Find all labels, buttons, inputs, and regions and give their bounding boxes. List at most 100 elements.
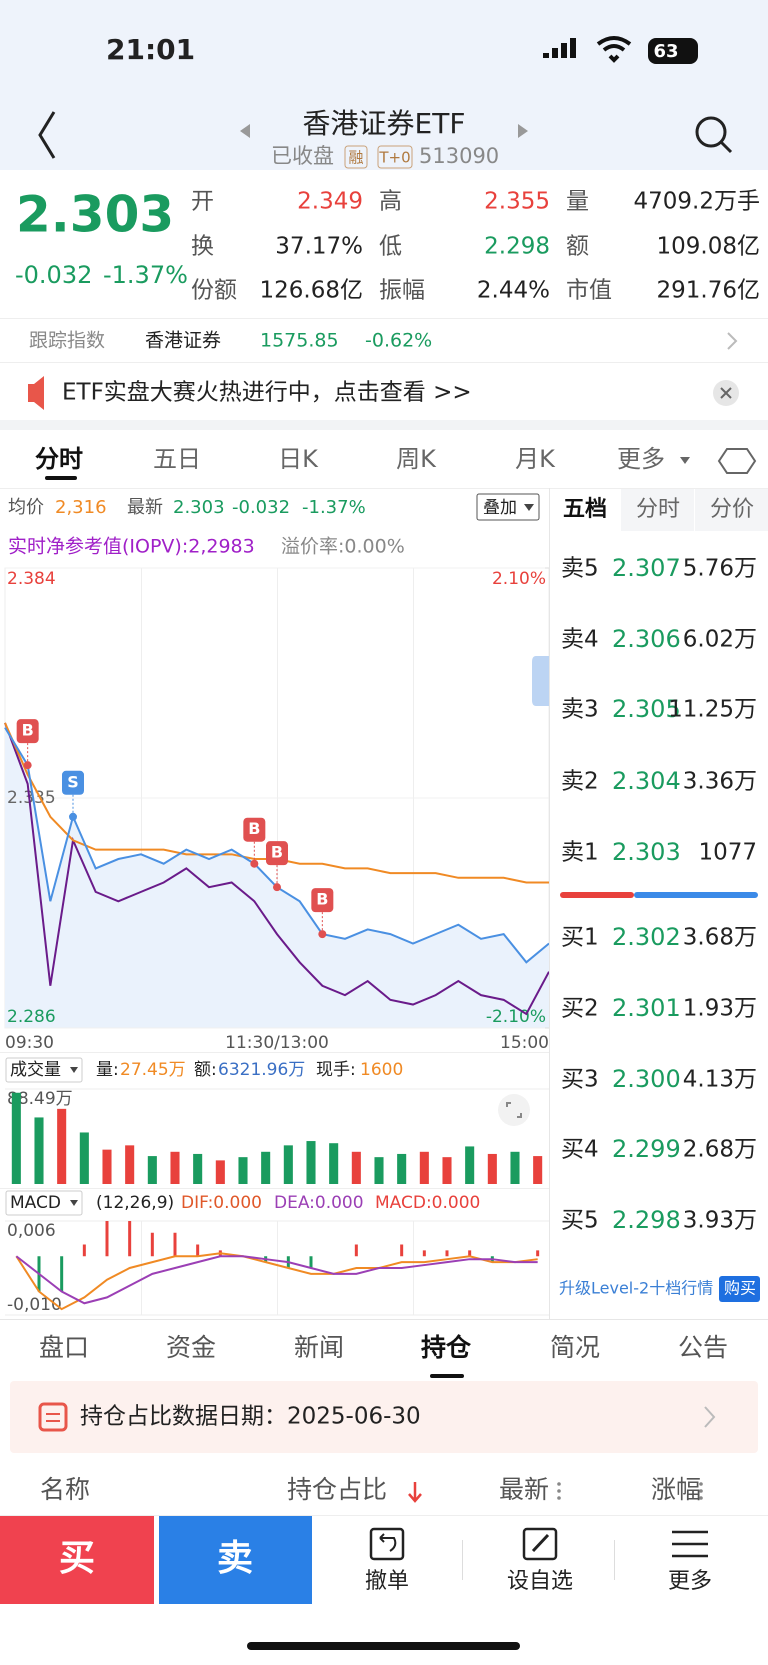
x-tick-label: 11:30/13:00 <box>225 1033 329 1053</box>
banner-text[interactable]: ETF实盘大赛火热进行中，点击查看 >> <box>62 380 472 406</box>
marker-box <box>243 817 266 842</box>
change-pct: -1.37% <box>103 261 188 289</box>
action-label[interactable]: 撤单 <box>365 1569 409 1594</box>
y-tick-label: 2.384 <box>7 569 56 589</box>
volume-bar <box>215 1160 225 1184</box>
detail-tab[interactable]: 新闻 <box>294 1333 344 1362</box>
settings-icon[interactable] <box>717 448 757 474</box>
premium: 溢价率:0.00% <box>281 536 405 558</box>
sell-button[interactable] <box>159 1516 312 1604</box>
upgrade-link[interactable]: 升级Level-2十档行情 <box>559 1279 713 1298</box>
selector-box[interactable] <box>5 1190 83 1216</box>
detail-tab[interactable]: 公告 <box>678 1333 728 1362</box>
divider <box>462 1540 463 1580</box>
y-tick-label: 2.286 <box>7 1007 56 1027</box>
buy-label: 买 <box>59 1538 95 1579</box>
macd-bar <box>173 1232 177 1257</box>
overlay-box[interactable] <box>476 493 540 521</box>
field-label: 份额 <box>191 278 237 304</box>
volume-bar <box>261 1151 271 1184</box>
chart-tab[interactable]: 更多 <box>617 445 665 473</box>
back-button[interactable] <box>38 111 56 159</box>
prev-stock[interactable] <box>240 124 250 138</box>
ob-label: 卖4 <box>561 627 599 653</box>
action-label[interactable]: 设自选 <box>507 1569 573 1594</box>
divider <box>0 1052 549 1053</box>
buy-level2: 购买 <box>724 1279 756 1298</box>
more-icon <box>672 1530 708 1558</box>
ob-price: 2.307 <box>612 554 681 582</box>
menu-dot <box>557 1482 561 1486</box>
ob-volume: 11.25万 <box>668 697 757 723</box>
ob-price: 2.298 <box>612 1206 681 1234</box>
marker-dot <box>69 812 77 821</box>
volume-bar <box>397 1153 407 1184</box>
column-header[interactable]: 持仓占比 <box>287 1475 387 1504</box>
macd-stat: DEA:0.000 <box>274 1193 364 1213</box>
macd-bar <box>150 1232 154 1257</box>
field-label: 量 <box>566 189 589 215</box>
chart-tab[interactable]: 五日 <box>153 445 201 473</box>
menu-dot <box>699 1482 703 1486</box>
action-label[interactable]: 更多 <box>668 1569 712 1594</box>
y-tick-label: 0,006 <box>7 1221 56 1241</box>
v-grid <box>141 1221 142 1315</box>
signal-bar <box>552 48 558 58</box>
detail-tab[interactable]: 资金 <box>166 1333 216 1362</box>
buy-badge[interactable] <box>719 1276 760 1302</box>
chart-tab[interactable]: 日K <box>278 445 319 473</box>
x-tick-label: 09:30 <box>5 1033 54 1053</box>
macd-line <box>15 1255 538 1305</box>
tracking-name: 香港证券 <box>145 330 221 352</box>
field-value: 2.355 <box>484 189 550 215</box>
chart-tab[interactable]: 月K <box>515 445 556 473</box>
battery-level: 63 <box>653 41 678 62</box>
ob-price: 2.302 <box>612 923 681 951</box>
ob-price: 2.306 <box>612 625 681 653</box>
volume-bar <box>442 1157 452 1184</box>
ob-volume: 6.02万 <box>683 627 757 653</box>
volume-bar <box>465 1146 475 1184</box>
macd-bar <box>422 1250 426 1257</box>
tab-underline <box>45 476 77 480</box>
expand-button[interactable] <box>498 1094 530 1126</box>
volume-bar <box>79 1132 89 1184</box>
detail-tab[interactable]: 持仓 <box>421 1333 472 1362</box>
next-stock[interactable] <box>518 124 528 138</box>
detail-tab[interactable]: 简况 <box>550 1333 600 1362</box>
column-header[interactable]: 最新 <box>499 1475 549 1504</box>
chart-tab[interactable]: 分时 <box>35 445 83 473</box>
selector-box[interactable] <box>5 1057 83 1083</box>
ob-label: 卖5 <box>561 556 599 582</box>
ratio-blue <box>634 892 758 898</box>
y-tick-label: 88.49万 <box>7 1089 73 1109</box>
ob-tab[interactable]: 五档 <box>563 497 607 522</box>
date-label: 持仓占比数据日期：2025-06-30 <box>80 1404 421 1430</box>
expand-handle[interactable] <box>532 656 549 706</box>
ob-tab[interactable]: 分价 <box>710 497 754 522</box>
signal-bar <box>561 43 567 58</box>
field-label: 低 <box>379 234 402 260</box>
ob-price: 2.304 <box>612 767 681 795</box>
y2-tick-label: -2.10% <box>486 1007 546 1027</box>
chart-tab[interactable]: 周K <box>396 445 437 473</box>
column-header[interactable]: 涨幅 <box>651 1475 701 1504</box>
label: 量: <box>96 1060 119 1080</box>
pen <box>531 1533 550 1553</box>
search-button[interactable] <box>695 116 727 148</box>
detail-tab[interactable]: 盘口 <box>39 1333 89 1362</box>
close-x <box>720 387 732 399</box>
ob-price: 2.303 <box>612 838 681 866</box>
label: 额: <box>194 1060 217 1080</box>
label: 2,316 <box>55 497 107 518</box>
overlay-button: 叠加 <box>483 498 517 518</box>
dropdown <box>524 504 534 511</box>
label: 最新 <box>127 497 163 518</box>
speaker-icon <box>28 376 44 410</box>
volume-bar <box>487 1153 497 1184</box>
v-grid <box>277 1221 278 1315</box>
macd-stat: DIF:0.000 <box>181 1193 262 1213</box>
macd-stat: MACD:0.000 <box>375 1193 480 1213</box>
ob-tab[interactable]: 分时 <box>636 497 680 522</box>
buy-button[interactable] <box>0 1516 154 1604</box>
